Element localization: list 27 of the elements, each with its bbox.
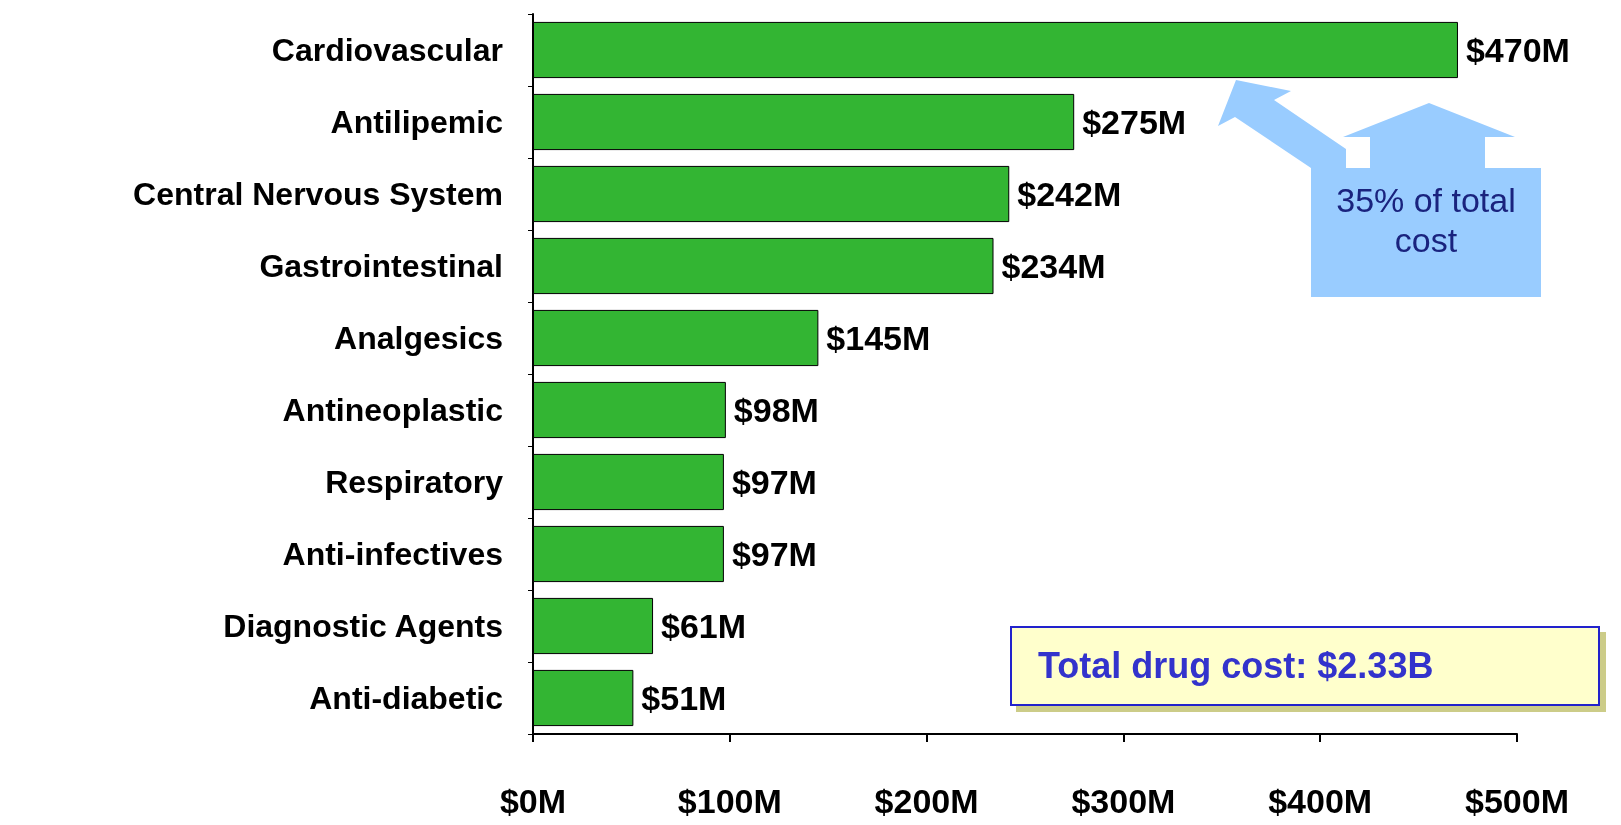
y-tick-label: Cardiovascular xyxy=(271,32,503,68)
x-tick-label: $0M xyxy=(499,782,567,820)
y-tick-label: Diagnostic Agents xyxy=(223,608,503,644)
data-label: $61M xyxy=(661,607,747,645)
data-label: $275M xyxy=(1082,103,1187,141)
data-label: $242M xyxy=(1017,175,1122,213)
y-tick-label: Antilipemic xyxy=(330,104,503,140)
y-tick-label: Anti-infectives xyxy=(282,536,503,572)
y-tick-label: Central Nervous System xyxy=(133,176,503,212)
data-label: $51M xyxy=(641,679,727,717)
y-tick-label: Analgesics xyxy=(334,320,503,356)
x-tick-label: $500M xyxy=(1465,782,1569,820)
data-label: $98M xyxy=(733,391,819,429)
x-tick-label: $300M xyxy=(1071,782,1176,820)
y-tick-label: Gastrointestinal xyxy=(259,248,503,284)
annotation: 35% of total cost xyxy=(1335,180,1517,260)
y-tick-label: Anti-diabetic xyxy=(309,680,503,716)
data-label: $234M xyxy=(1001,247,1106,285)
data-label: $97M xyxy=(731,463,817,501)
x-tick-label: $100M xyxy=(677,782,782,820)
y-tick-label: Respiratory xyxy=(325,464,504,500)
data-label: $470M xyxy=(1465,31,1570,69)
x-tick-label: $200M xyxy=(874,782,979,820)
x-tick-label: $400M xyxy=(1268,782,1373,820)
data-label: $97M xyxy=(731,535,817,573)
data-label: $145M xyxy=(826,319,931,357)
y-tick-label: Antineoplastic xyxy=(282,392,503,428)
